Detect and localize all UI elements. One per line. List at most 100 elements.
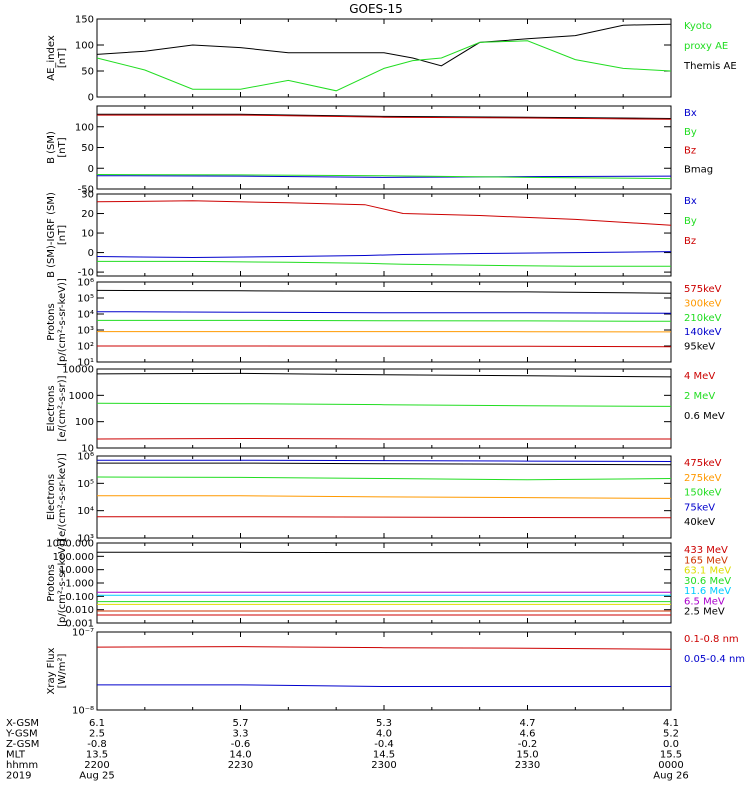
legend-entry: Kyoto: [684, 21, 712, 32]
series-line: [96, 311, 672, 314]
panel-frame: [96, 368, 672, 449]
legend-entry: 0.1-0.8 nm: [684, 634, 739, 645]
legend-entry: Bmag: [684, 164, 713, 175]
y-tick-label: 10³: [77, 326, 94, 337]
legend-entry: 300keV: [684, 298, 722, 309]
x-tick-label: 2300: [371, 760, 396, 771]
y-axis-label: [nT]: [57, 48, 68, 68]
y-tick-label: 100: [75, 41, 94, 52]
y-axis-label: [nT]: [57, 225, 68, 245]
legend-entry: 0.05-0.4 nm: [684, 654, 745, 665]
legend-entry: 150keV: [684, 488, 722, 499]
x-tick-label: Aug 26: [653, 771, 688, 782]
legend-entry: 75keV: [684, 502, 715, 513]
legend-entry: 210keV: [684, 313, 722, 324]
legend-entry: Bz: [684, 146, 696, 157]
legend-entry: Themis AE: [683, 61, 737, 72]
y-tick-label: 10¹: [77, 358, 94, 369]
y-tick-label: 1.000: [65, 579, 94, 590]
y-tick-label: 0.100: [65, 592, 94, 603]
panel-xray: 10⁻⁸ 10⁻⁷ Xray Flux [W/m²] 0.1-0.8 nm 0.05-0.…: [46, 628, 745, 717]
y-tick-label: 50: [81, 67, 94, 78]
legend-entry: 433 MeV: [684, 545, 728, 556]
y-tick-label: 10⁵: [77, 479, 94, 490]
legend-entry: Bx: [684, 108, 697, 119]
y-tick-label: 100.000: [53, 552, 94, 563]
series-line: [96, 437, 671, 440]
legend-entry: 275keV: [684, 473, 722, 484]
legend-entry: 63.1 MeV: [684, 566, 731, 577]
x-tick-label: 14.0: [229, 750, 251, 761]
y-axis-label: Electrons: [46, 474, 57, 520]
x-tick-label: 0000: [658, 760, 683, 771]
y-tick-label: 50: [81, 143, 94, 154]
y-tick-label: 0: [88, 248, 94, 259]
series-line: [96, 289, 672, 294]
x-tick-label: 2230: [228, 760, 253, 771]
y-tick-label: 10.000: [59, 565, 94, 576]
y-axis-label: Protons: [46, 303, 57, 340]
legend-entry: 0.6 MeV: [684, 411, 725, 422]
panel-ae: 0 50 100 150 AE_index [nT] Kyoto proxy AE Themis…: [46, 15, 737, 104]
series-line: [96, 476, 672, 481]
series-line: [97, 114, 672, 120]
series-line: [96, 251, 672, 259]
legend-entry: 95keV: [684, 342, 715, 353]
series-line: [97, 345, 672, 348]
y-axis-label: AE_index: [46, 35, 57, 81]
y-tick-label: 10: [81, 229, 94, 240]
legend-entry: 4 MeV: [684, 371, 715, 382]
series-line: [96, 174, 672, 180]
series-line: [97, 459, 672, 462]
y-tick-label: 0: [88, 164, 94, 175]
legend-entry: Bz: [684, 236, 696, 247]
legend-entry: 2.5 MeV: [684, 607, 725, 618]
x-tick-label: 5.3: [376, 718, 392, 729]
x-tick-label: 6.1: [89, 718, 105, 729]
x-row-label: MLT: [6, 750, 26, 761]
y-tick-label: -10: [78, 268, 94, 279]
series-line: [97, 495, 672, 499]
x-tick-label: -0.2: [518, 739, 538, 750]
x-tick-label: 2330: [515, 760, 540, 771]
series-line: [96, 402, 672, 407]
series-line: [96, 23, 672, 67]
legend-entry: 6.5 MeV: [684, 596, 725, 607]
legend-entry: 11.6 MeV: [684, 586, 731, 597]
panel-bsm: -50 0 50 100 B (SM) [nT] Bx By Bz Bmag: [46, 105, 713, 196]
legend-entry: By: [684, 127, 697, 138]
series-line: [97, 551, 672, 554]
y-tick-label: 100: [75, 122, 94, 133]
panel-protons_mev: 0.001 0.010 0.100 1.000 10.000 100.000 1000.00…: [46, 539, 731, 630]
panel-protons_kev: 10¹ 10² 10³ 10⁴ 10⁵ 10⁶ Protons [p/(cm²-s-sr-ke…: [46, 278, 722, 369]
y-tick-label: 10³: [77, 534, 94, 545]
series-line: [96, 175, 672, 178]
y-tick-label: 10: [81, 444, 94, 455]
legend-entry: 575keV: [684, 284, 722, 295]
panel-electrons_mev: 10 100 1000 10000 Electrons [e/(cm²-s-sr)] 4 M…: [46, 365, 725, 455]
x-row-label: Y-GSM: [5, 729, 38, 740]
x-row-label: hhmm: [6, 760, 38, 771]
series-line: [97, 684, 671, 687]
legend-entry: Bx: [684, 196, 697, 207]
y-tick-label: 1000: [69, 391, 94, 402]
y-tick-label: 150: [75, 15, 94, 26]
series-line: [97, 462, 672, 466]
legend-entry: By: [684, 216, 697, 227]
x-tick-label: 2.5: [89, 729, 105, 740]
x-tick-label: 3.3: [233, 729, 249, 740]
x-tick-label: -0.6: [231, 739, 251, 750]
y-tick-label: 0: [88, 93, 94, 104]
x-tick-label: 14.5: [373, 750, 395, 761]
y-tick-label: 10²: [77, 342, 94, 353]
x-row-label: Z-GSM: [6, 739, 39, 750]
y-tick-label: 100: [75, 417, 94, 428]
series-line: [96, 646, 672, 650]
x-tick-label: 5.2: [663, 729, 679, 740]
y-tick-label: 0.010: [65, 605, 94, 616]
x-tick-label: 4.6: [520, 729, 536, 740]
y-axis-label: Electrons: [46, 385, 57, 431]
y-axis-label: [e/(cm²-s-sr-keV)]: [57, 453, 68, 541]
